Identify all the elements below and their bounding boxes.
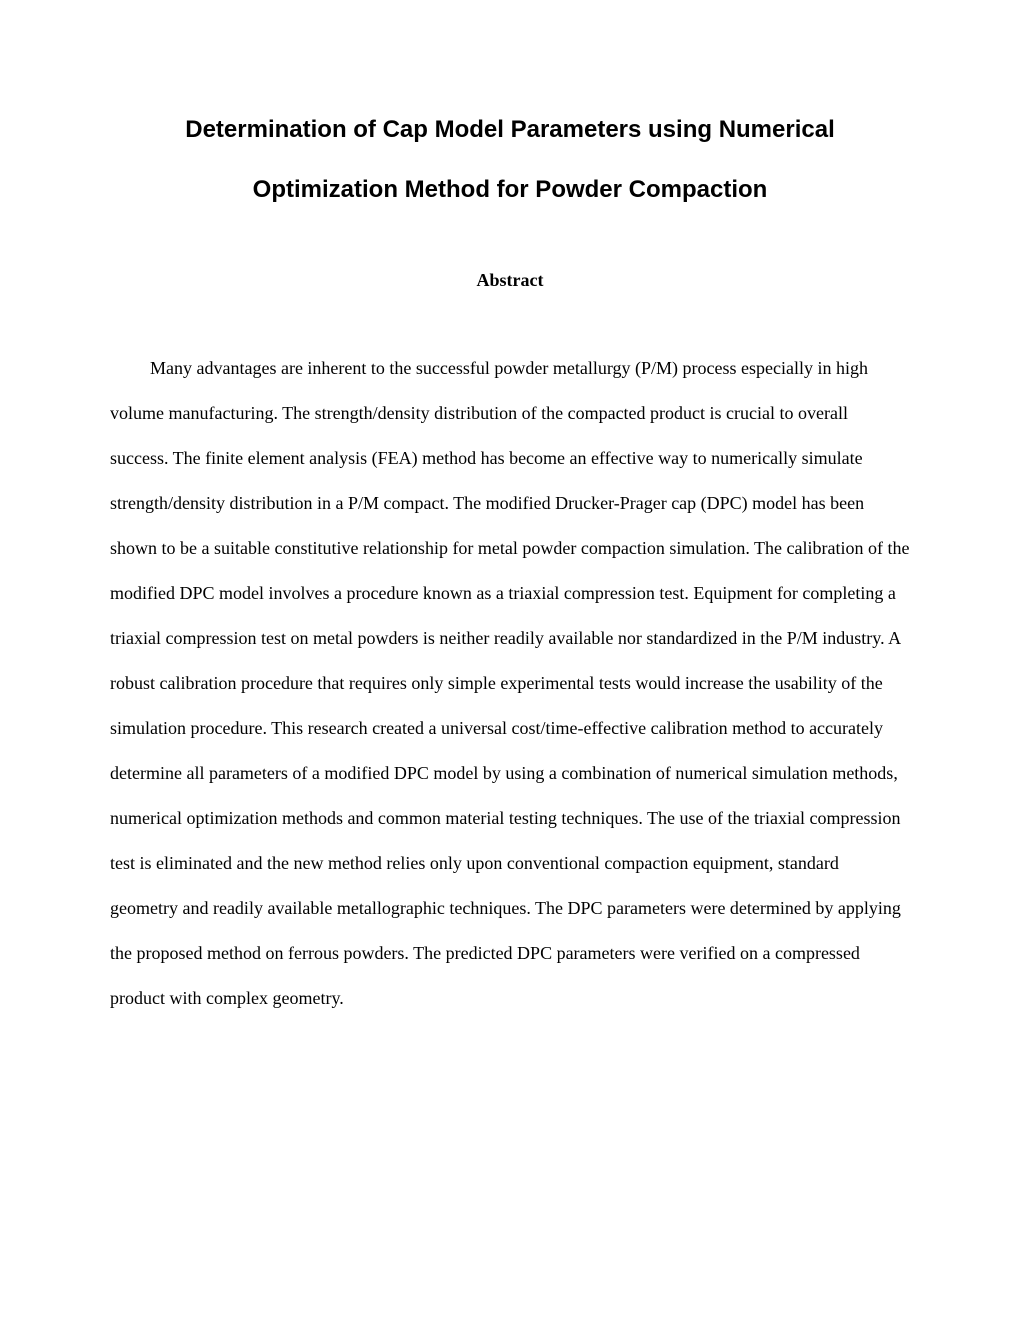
abstract-heading: Abstract xyxy=(110,270,910,291)
document-title: Determination of Cap Model Parameters us… xyxy=(110,100,910,220)
abstract-body-text: Many advantages are inherent to the succ… xyxy=(110,346,910,1021)
